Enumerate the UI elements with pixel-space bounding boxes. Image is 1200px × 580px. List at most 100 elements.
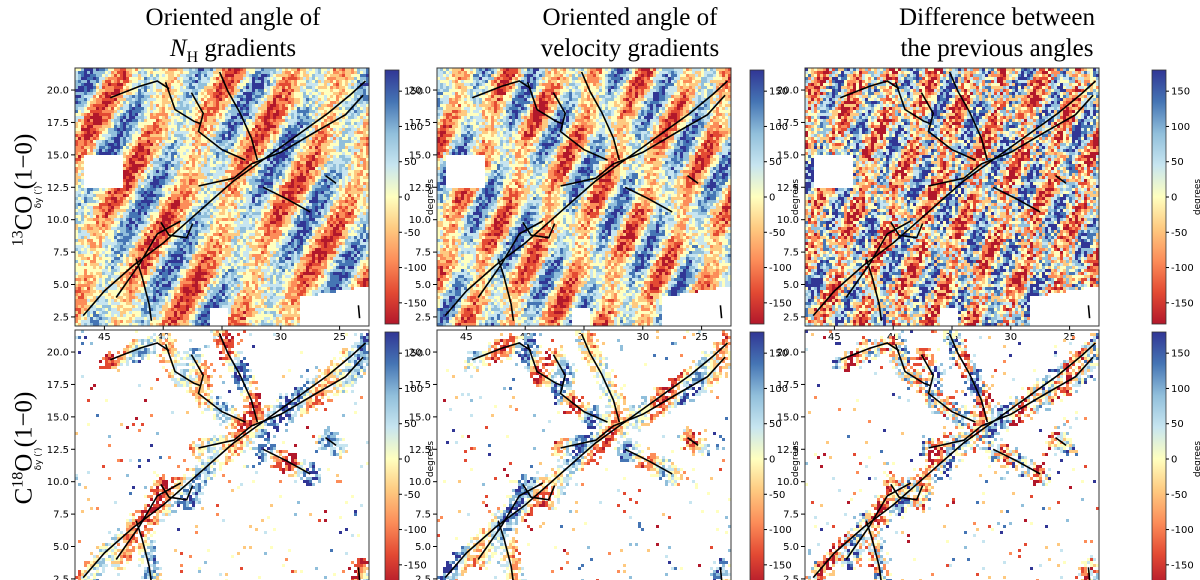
map-pixel: [366, 89, 369, 92]
map-pixel: [240, 104, 243, 107]
map-pixel: [282, 86, 285, 89]
map-pixel: [327, 170, 330, 173]
map-pixel: [315, 122, 318, 125]
map-pixel: [225, 107, 228, 110]
map-pixel: [156, 212, 159, 215]
map-pixel: [339, 71, 342, 74]
map-pixel: [339, 107, 342, 110]
map-pixel: [168, 86, 171, 89]
map-pixel: [312, 158, 315, 161]
map-pixel: [213, 191, 216, 194]
map-pixel: [90, 152, 93, 155]
map-pixel: [144, 149, 147, 152]
map-pixel: [150, 143, 153, 146]
map-pixel: [345, 152, 348, 155]
map-pixel: [318, 170, 321, 173]
map-pixel: [246, 167, 249, 170]
map-pixel: [309, 179, 312, 182]
map-pixel: [309, 98, 312, 101]
map-pixel: [336, 194, 339, 197]
map-pixel: [237, 188, 240, 191]
map-pixel: [165, 221, 168, 224]
map-pixel: [321, 218, 324, 221]
map-pixel: [159, 74, 162, 77]
map-pixel: [201, 149, 204, 152]
map-pixel: [78, 149, 81, 152]
map-pixel: [327, 107, 330, 110]
map-pixel: [216, 74, 219, 77]
map-pixel: [117, 146, 120, 149]
map-pixel: [177, 107, 180, 110]
map-pixel: [267, 104, 270, 107]
map-pixel: [330, 71, 333, 74]
map-pixel: [210, 92, 213, 95]
map-pixel: [264, 176, 267, 179]
map-pixel: [345, 80, 348, 83]
map-pixel: [282, 113, 285, 116]
map-pixel: [306, 95, 309, 98]
map-pixel: [219, 161, 222, 164]
map-pixel: [99, 98, 102, 101]
map-pixel: [360, 125, 363, 128]
map-pixel: [138, 116, 141, 119]
map-pixel: [201, 200, 204, 203]
map-pixel: [192, 110, 195, 113]
map-pixel: [201, 119, 204, 122]
map-pixel: [231, 68, 234, 71]
map-pixel: [240, 101, 243, 104]
map-pixel: [348, 164, 351, 167]
map-pixel: [306, 173, 309, 176]
map-pixel: [201, 98, 204, 101]
map-pixel: [345, 110, 348, 113]
map-pixel: [129, 191, 132, 194]
map-pixel: [294, 185, 297, 188]
map-pixel: [195, 179, 198, 182]
map-pixel: [132, 101, 135, 104]
map-pixel: [87, 71, 90, 74]
map-pixel: [363, 68, 366, 71]
map-pixel: [96, 149, 99, 152]
map-pixel: [177, 113, 180, 116]
map-pixel: [285, 122, 288, 125]
map-pixel: [258, 140, 261, 143]
map-pixel: [309, 221, 312, 224]
map-pixel: [75, 125, 78, 128]
map-pixel: [291, 215, 294, 218]
map-pixel: [201, 140, 204, 143]
map-pixel: [129, 74, 132, 77]
map-pixel: [204, 215, 207, 218]
map-pixel: [135, 101, 138, 104]
map-pixel: [180, 116, 183, 119]
map-pixel: [345, 89, 348, 92]
map-pixel: [234, 209, 237, 212]
map-pixel: [204, 164, 207, 167]
map-pixel: [183, 107, 186, 110]
map-pixel: [168, 209, 171, 212]
map-pixel: [129, 119, 132, 122]
map-pixel: [159, 86, 162, 89]
map-pixel: [276, 185, 279, 188]
map-pixel: [339, 185, 342, 188]
map-pixel: [174, 188, 177, 191]
map-pixel: [192, 185, 195, 188]
map-pixel: [297, 191, 300, 194]
map-pixel: [228, 71, 231, 74]
map-pixel: [126, 119, 129, 122]
map-pixel: [270, 149, 273, 152]
map-pixel: [204, 209, 207, 212]
map-pixel: [156, 143, 159, 146]
map-pixel: [93, 86, 96, 89]
map-pixel: [282, 209, 285, 212]
map-pixel: [261, 161, 264, 164]
map-pixel: [357, 209, 360, 212]
map-pixel: [132, 188, 135, 191]
map-pixel: [216, 134, 219, 137]
map-pixel: [273, 80, 276, 83]
map-pixel: [171, 215, 174, 218]
map-pixel: [282, 170, 285, 173]
map-pixel: [333, 143, 336, 146]
map-pixel: [186, 101, 189, 104]
map-pixel: [90, 209, 93, 212]
map-pixel: [312, 191, 315, 194]
map-pixel: [318, 209, 321, 212]
